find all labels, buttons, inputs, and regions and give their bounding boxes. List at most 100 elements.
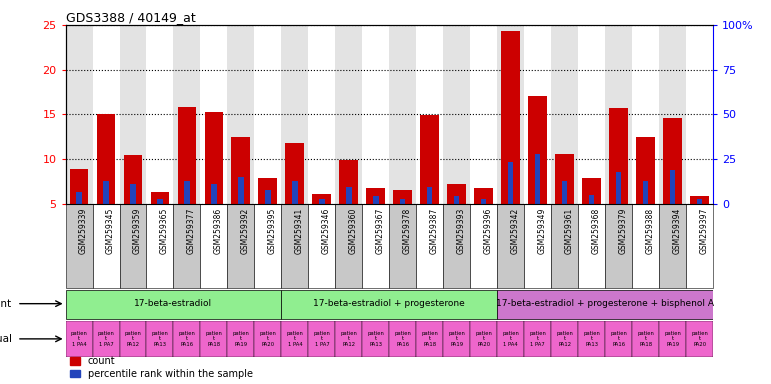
Bar — [308, 204, 335, 288]
Bar — [643, 181, 648, 204]
Text: 17-beta-estradiol + progesterone: 17-beta-estradiol + progesterone — [314, 299, 465, 308]
Bar — [697, 199, 702, 204]
Bar — [362, 25, 389, 204]
Text: patien
t
PA20: patien t PA20 — [476, 331, 492, 347]
Text: GSM259377: GSM259377 — [187, 208, 196, 254]
Bar — [454, 196, 460, 204]
Bar — [470, 25, 497, 204]
Text: GSM259394: GSM259394 — [672, 208, 682, 254]
Bar — [66, 25, 93, 204]
Text: GSM259367: GSM259367 — [376, 208, 385, 254]
Bar — [258, 178, 278, 204]
Bar — [508, 162, 513, 204]
Bar — [481, 199, 487, 204]
Bar — [146, 321, 173, 357]
Text: GSM259359: GSM259359 — [133, 208, 142, 254]
Text: GSM259345: GSM259345 — [106, 208, 115, 254]
Text: GSM259397: GSM259397 — [700, 208, 709, 254]
Bar — [281, 290, 497, 319]
Bar — [231, 137, 251, 204]
Bar — [636, 137, 655, 204]
Bar — [659, 25, 686, 204]
Bar — [535, 154, 540, 204]
Bar — [66, 290, 281, 319]
Bar — [427, 187, 433, 204]
Text: patien
t
PA19: patien t PA19 — [449, 331, 465, 347]
Text: individual: individual — [0, 334, 12, 344]
Bar — [605, 25, 632, 204]
Bar — [578, 204, 605, 288]
Bar — [66, 204, 93, 288]
Text: patien
t
1 PA4: patien t 1 PA4 — [287, 331, 303, 347]
Bar — [200, 321, 227, 357]
Text: GSM259378: GSM259378 — [403, 208, 412, 254]
Bar — [470, 204, 497, 288]
Bar — [335, 204, 362, 288]
Bar — [339, 160, 359, 204]
Bar — [238, 177, 244, 204]
Bar — [420, 115, 439, 204]
Bar — [632, 321, 659, 357]
Bar — [443, 204, 470, 288]
Bar — [524, 204, 551, 288]
Text: patien
t
1 PA4: patien t 1 PA4 — [503, 331, 519, 347]
Bar — [265, 190, 271, 204]
Text: GSM259365: GSM259365 — [160, 208, 169, 254]
Bar — [497, 290, 713, 319]
Bar — [177, 107, 197, 204]
Text: patien
t
PA13: patien t PA13 — [152, 331, 168, 347]
Bar — [605, 321, 632, 357]
Bar — [393, 190, 412, 204]
Bar — [416, 25, 443, 204]
Bar — [227, 25, 254, 204]
Text: patien
t
PA16: patien t PA16 — [179, 331, 195, 347]
Text: GSM259339: GSM259339 — [79, 208, 88, 254]
Bar — [173, 25, 200, 204]
Bar — [146, 25, 173, 204]
Text: GSM259388: GSM259388 — [646, 208, 655, 254]
Text: GSM259393: GSM259393 — [456, 208, 466, 254]
Bar — [578, 25, 605, 204]
Text: patien
t
PA19: patien t PA19 — [233, 331, 249, 347]
Bar — [281, 204, 308, 288]
Text: patien
t
PA20: patien t PA20 — [260, 331, 276, 347]
Text: GSM259342: GSM259342 — [511, 208, 520, 254]
Bar — [686, 321, 713, 357]
Text: GSM259346: GSM259346 — [322, 208, 331, 254]
Bar — [254, 321, 281, 357]
Bar — [551, 25, 578, 204]
Bar — [551, 204, 578, 288]
Bar — [582, 178, 601, 204]
Bar — [173, 321, 200, 357]
Bar — [443, 25, 470, 204]
Text: GSM259392: GSM259392 — [241, 208, 250, 254]
Text: GSM259349: GSM259349 — [538, 208, 547, 254]
Bar — [670, 170, 675, 204]
Bar — [470, 321, 497, 357]
Bar — [362, 321, 389, 357]
Text: GSM259360: GSM259360 — [349, 208, 358, 254]
Bar — [157, 199, 163, 204]
Bar — [130, 184, 136, 204]
Bar — [389, 204, 416, 288]
Bar — [335, 25, 362, 204]
Bar — [204, 113, 224, 204]
Bar — [120, 25, 146, 204]
Text: patien
t
1 PA7: patien t 1 PA7 — [314, 331, 330, 347]
Text: GDS3388 / 40149_at: GDS3388 / 40149_at — [66, 11, 195, 24]
Bar — [659, 204, 686, 288]
Bar — [308, 321, 335, 357]
Text: patien
t
PA13: patien t PA13 — [368, 331, 384, 347]
Text: GSM259396: GSM259396 — [484, 208, 493, 254]
Bar — [447, 184, 466, 204]
Bar — [93, 321, 120, 357]
Bar — [120, 321, 146, 357]
Bar — [93, 25, 120, 204]
Bar — [123, 155, 143, 204]
Bar — [632, 204, 659, 288]
Text: GSM259361: GSM259361 — [564, 208, 574, 254]
Text: patien
t
1 PA7: patien t 1 PA7 — [98, 331, 114, 347]
Bar — [686, 204, 713, 288]
Bar — [632, 25, 659, 204]
Bar — [292, 181, 298, 204]
